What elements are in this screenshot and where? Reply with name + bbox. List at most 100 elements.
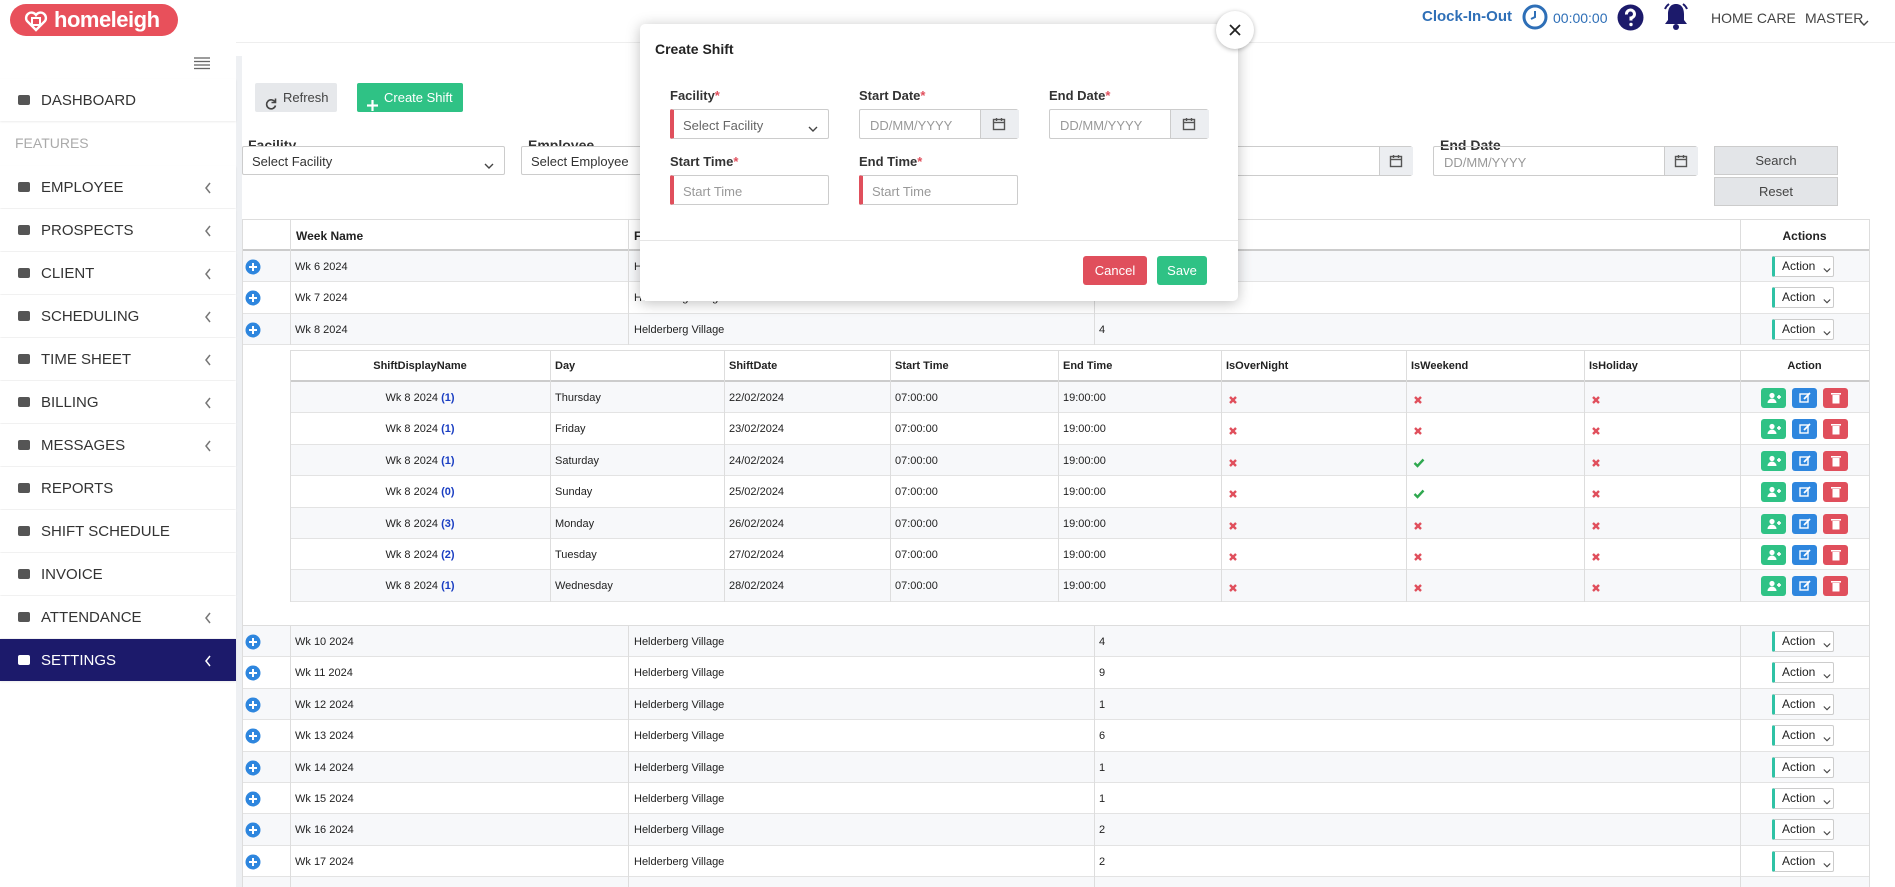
assign-button[interactable]: [1761, 576, 1786, 597]
sidebar-item[interactable]: DASHBOARD: [0, 79, 236, 121]
caret: [1823, 638, 1831, 653]
action-button[interactable]: Action: [1772, 287, 1834, 309]
sidebar-item[interactable]: MESSAGES: [0, 424, 236, 466]
expand-button[interactable]: [245, 791, 261, 812]
action-button[interactable]: Action: [1772, 631, 1834, 652]
action-button[interactable]: Action: [1772, 693, 1834, 715]
expand-button[interactable]: [245, 760, 261, 781]
sidebar-item[interactable]: PROSPECTS: [0, 209, 236, 251]
col-border: [1058, 350, 1059, 382]
reset-button[interactable]: Reset: [1714, 177, 1838, 206]
col-border: [1740, 751, 1741, 783]
table-row: [242, 720, 1869, 752]
sidebar-item[interactable]: EMPLOYEE: [0, 166, 236, 208]
action-button[interactable]: Action: [1772, 788, 1834, 809]
col-border: [1740, 282, 1741, 314]
delete-button[interactable]: [1823, 482, 1848, 503]
sidebar-item[interactable]: CLIENT: [0, 252, 236, 294]
time-input[interactable]: Start Time: [859, 175, 1018, 205]
col-border: [1869, 657, 1870, 689]
edit-button[interactable]: [1792, 450, 1817, 471]
sidebar-item[interactable]: INVOICE: [0, 553, 236, 595]
calendar-button: [1664, 147, 1698, 175]
col-border: [242, 783, 243, 815]
action-button[interactable]: Action: [1772, 850, 1834, 872]
delete-button[interactable]: [1823, 388, 1848, 408]
col-border: [550, 413, 551, 445]
date-input[interactable]: DD/MM/YYYY: [859, 109, 1019, 139]
clock-in-out[interactable]: Clock-In-Out: [1422, 8, 1512, 25]
col-border: [724, 413, 725, 445]
action-button[interactable]: Action: [1772, 756, 1834, 778]
sidebar-item[interactable]: ATTENDANCE: [0, 596, 236, 638]
expand-button[interactable]: [245, 697, 261, 718]
create-shift-button[interactable]: Create Shift: [357, 83, 463, 112]
close-button[interactable]: [1216, 11, 1254, 49]
edit-button[interactable]: [1792, 545, 1817, 565]
delete-button[interactable]: [1823, 513, 1848, 534]
save-button[interactable]: Save: [1157, 256, 1207, 285]
home-care[interactable]: HOME CARE: [1711, 10, 1796, 26]
delete-button[interactable]: [1823, 419, 1848, 440]
sidebar-item[interactable]: TIME SHEET: [0, 338, 236, 380]
flag-icon: [1591, 518, 1601, 536]
col-border: [290, 413, 291, 445]
expand-button[interactable]: [245, 634, 261, 655]
col-border: [1221, 444, 1222, 477]
expand-button[interactable]: [245, 822, 261, 843]
refresh-button[interactable]: Refresh: [255, 83, 337, 112]
sub-td: 27/02/2024: [729, 549, 785, 561]
master-menu[interactable]: MASTER: [1805, 10, 1864, 26]
col-border: [628, 877, 629, 887]
expand-button[interactable]: [245, 728, 261, 749]
action-button[interactable]: Action: [1772, 256, 1834, 277]
edit-button[interactable]: [1792, 482, 1817, 503]
sub-td: Monday: [555, 517, 595, 530]
expand-button[interactable]: [245, 322, 261, 343]
date-input[interactable]: DD/MM/YYYY: [1049, 109, 1209, 139]
delete-button[interactable]: [1823, 450, 1848, 471]
time-input[interactable]: Start Time: [670, 175, 829, 205]
col-border: [550, 350, 551, 382]
edit-button[interactable]: [1792, 513, 1817, 534]
edit-button[interactable]: [1792, 419, 1817, 440]
action-button[interactable]: Action: [1772, 819, 1834, 841]
action-button[interactable]: Action: [1772, 725, 1834, 747]
col-border: [628, 219, 629, 251]
select[interactable]: Select Facility: [242, 146, 505, 175]
col-border: [1406, 539, 1407, 571]
shift-number: (0): [441, 486, 455, 499]
assign-button[interactable]: [1761, 419, 1786, 440]
sub-row: [290, 382, 1869, 414]
action-button[interactable]: Action: [1772, 662, 1834, 684]
assign-button[interactable]: [1761, 513, 1786, 534]
col-border: [290, 444, 291, 477]
search-button[interactable]: Search: [1714, 146, 1838, 175]
col-border: [1740, 382, 1741, 414]
sidebar-item[interactable]: SCHEDULING: [0, 295, 236, 337]
assign-button[interactable]: [1761, 482, 1786, 503]
delete-button[interactable]: [1823, 545, 1848, 565]
delete-button[interactable]: [1823, 576, 1848, 597]
sidebar-item[interactable]: BILLING: [0, 381, 236, 423]
calendar-icon: [992, 117, 1006, 136]
col-border: [724, 507, 725, 539]
assign-button[interactable]: [1761, 388, 1786, 408]
sidebar-item[interactable]: SHIFT SCHEDULE: [0, 510, 236, 552]
edit-button[interactable]: [1792, 388, 1817, 408]
action-button[interactable]: Action: [1772, 318, 1834, 340]
expand-button[interactable]: [245, 259, 261, 280]
edit-button[interactable]: [1792, 576, 1817, 597]
sidebar-item[interactable]: SETTINGS: [0, 639, 236, 681]
date-input[interactable]: DD/MM/YYYY: [1433, 146, 1698, 176]
sidebar-item[interactable]: REPORTS: [0, 467, 236, 509]
cancel-button[interactable]: Cancel: [1083, 256, 1147, 285]
expand-button[interactable]: [245, 665, 261, 686]
facility-select[interactable]: Select Facility: [670, 109, 829, 139]
assign-button[interactable]: [1761, 450, 1786, 471]
logo[interactable]: homeleigh: [10, 4, 178, 36]
expand-button[interactable]: [245, 854, 261, 875]
menu-toggle: [193, 56, 211, 75]
expand-button[interactable]: [245, 290, 261, 311]
assign-button[interactable]: [1761, 545, 1786, 565]
